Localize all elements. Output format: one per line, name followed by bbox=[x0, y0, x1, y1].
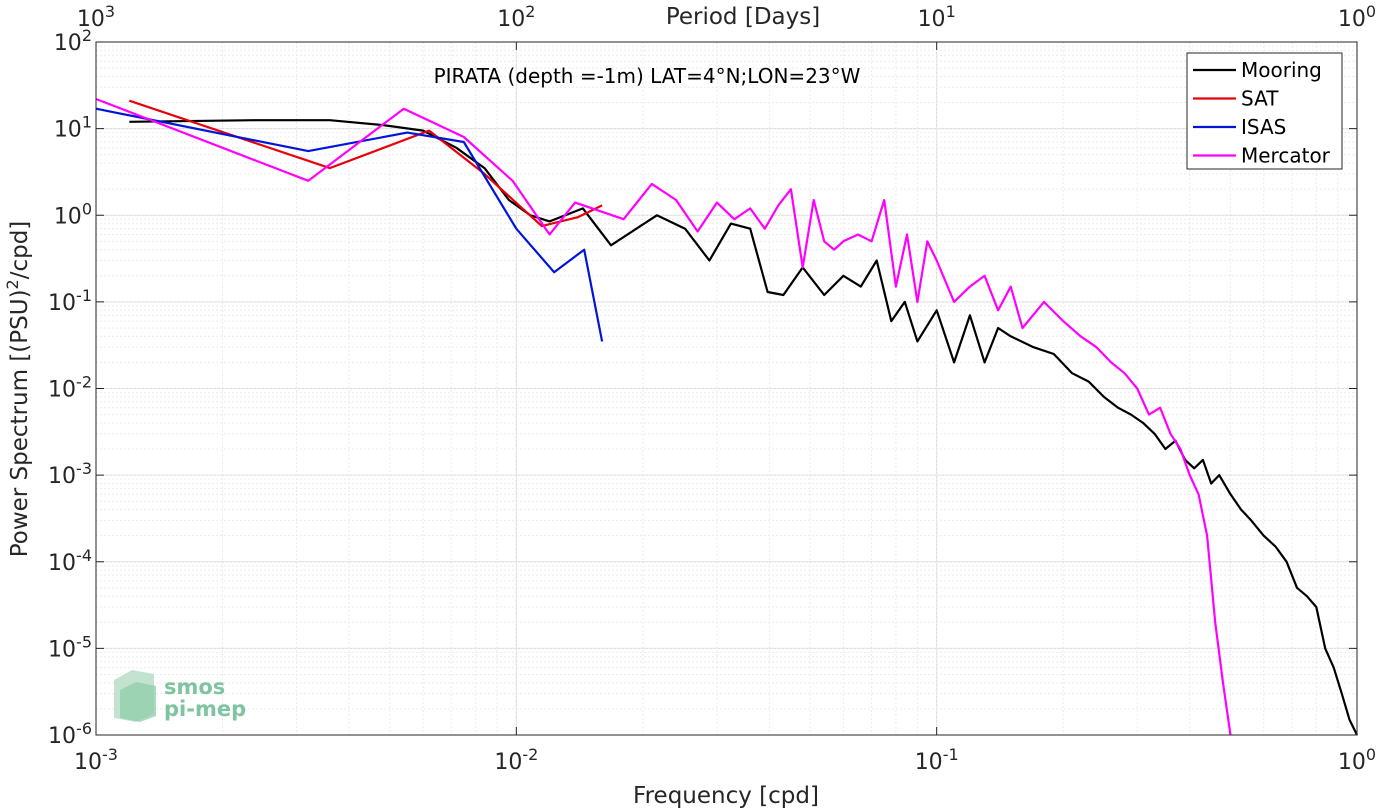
top-tick-label: 100 bbox=[1338, 2, 1376, 33]
top-tick-label: 102 bbox=[497, 2, 535, 33]
y-tick-label: 100 bbox=[54, 199, 92, 230]
y-tick-label: 10-1 bbox=[48, 285, 92, 316]
series-line-mercator bbox=[95, 97, 1232, 736]
logo-mark-inner bbox=[120, 682, 156, 722]
smos-pi-mep-logo: smos pi-mep bbox=[114, 670, 246, 722]
top-tick-label: 103 bbox=[77, 2, 115, 33]
legend-label-isas: ISAS bbox=[1241, 115, 1286, 139]
legend-label-mooring: Mooring bbox=[1241, 58, 1322, 82]
legend: Mooring SAT ISAS Mercator bbox=[1186, 52, 1343, 170]
y-tick-label: 10-6 bbox=[48, 719, 92, 750]
legend-label-sat: SAT bbox=[1241, 87, 1279, 111]
y-tick-label: 10-5 bbox=[48, 632, 92, 663]
x-tick-label: 10-3 bbox=[74, 745, 118, 776]
series-line-mooring bbox=[129, 119, 1358, 736]
y-tick-label: 101 bbox=[54, 112, 92, 143]
chart-title: PIRATA (depth =-1m) LAT=4°N;LON=23°W bbox=[434, 64, 861, 88]
y-tick-label: 10-3 bbox=[48, 459, 92, 490]
y-tick-label: 10-4 bbox=[48, 545, 92, 576]
series-lines bbox=[95, 97, 1358, 736]
y-tick-label: 10-2 bbox=[48, 372, 92, 403]
grid-lines bbox=[96, 42, 1357, 735]
legend-box bbox=[1186, 52, 1343, 170]
x-tick-label: 10-1 bbox=[915, 745, 959, 776]
x-tick-label: 100 bbox=[1338, 745, 1376, 776]
top-tick-label: 101 bbox=[918, 2, 956, 33]
top-axis-label: Period [Days] bbox=[666, 4, 820, 30]
logo-text-pi-mep: pi-mep bbox=[164, 697, 246, 721]
x-axis-label: Frequency [cpd] bbox=[633, 783, 819, 809]
series-line-sat bbox=[128, 99, 603, 228]
x-tick-label: 10-2 bbox=[494, 745, 538, 776]
logo-text-smos: smos bbox=[164, 675, 225, 699]
y-tick-label: 102 bbox=[54, 26, 92, 57]
y-axis-label: Power Spectrum [(PSU)2/cpd] bbox=[3, 221, 34, 558]
series-line-isas bbox=[95, 107, 604, 342]
legend-label-mercator: Mercator bbox=[1241, 144, 1331, 168]
